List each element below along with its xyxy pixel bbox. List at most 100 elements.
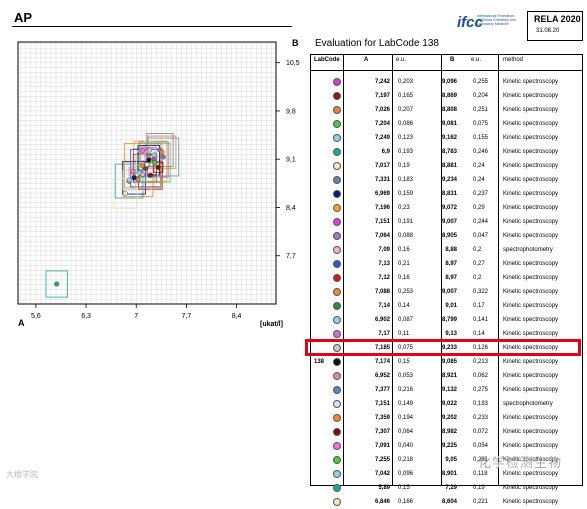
table-row: 6,9 0,193 8,783 0,246 Kinetic spectroscopy	[310, 145, 583, 159]
cell-b: 9,007	[441, 219, 457, 225]
cell-a: 7,307	[374, 429, 390, 435]
cell-method: Kinetic spectroscopy	[503, 359, 559, 365]
cell-a: 5,89	[378, 485, 390, 491]
series-dot-icon	[333, 190, 341, 198]
series-dot-icon	[333, 470, 341, 478]
cell-method: Kinetic spectroscopy	[503, 121, 559, 127]
cell-a-eu: 0,075	[398, 345, 414, 351]
cell-a: 7,359	[374, 415, 390, 421]
cell-b-eu: 0,221	[473, 499, 489, 505]
cell-b: 8,905	[441, 233, 457, 239]
watermark-left: 大橙学院	[6, 470, 38, 479]
cell-b-eu: 0,237	[473, 191, 489, 197]
series-dot-icon	[333, 148, 341, 156]
cell-method: Kinetic spectroscopy	[503, 387, 559, 393]
cell-b-eu: 0,275	[473, 387, 489, 393]
series-dot-icon	[333, 372, 341, 380]
series-dot-icon	[333, 358, 341, 366]
header-a-eu: e.u.	[396, 57, 407, 63]
cell-b-eu: 0,24	[473, 163, 485, 169]
cell-b: 8,982	[441, 429, 457, 435]
cell-a-eu: 0,183	[398, 177, 414, 183]
cell-method: Kinetic spectroscopy	[503, 177, 559, 183]
table-row: 7,17 0,11 9,13 0,14 Kinetic spectroscopy	[310, 327, 583, 341]
series-dot-icon	[333, 232, 341, 240]
header-b-eu: e.u.	[471, 57, 482, 63]
cell-b-eu: 0,204	[473, 93, 489, 99]
cell-b: 9,132	[441, 387, 457, 393]
cell-b-eu: 0,29	[473, 205, 485, 211]
cell-method: Kinetic spectroscopy	[503, 275, 559, 281]
cell-a-eu: 0,086	[398, 121, 414, 127]
y-tick-label: 7,7	[286, 253, 296, 260]
table-row: 7,026 0,207 8,808 0,251 Kinetic spectroscopy	[310, 103, 583, 117]
cell-a: 7,064	[374, 233, 390, 239]
cell-b: 9,234	[441, 177, 457, 183]
cell-b: 8,783	[441, 149, 457, 155]
header-labcode: LabCode	[314, 57, 340, 63]
cell-a: 7,197	[374, 93, 390, 99]
data-point	[159, 149, 165, 155]
x-tick-label: 7,7	[182, 313, 192, 320]
cell-method: Kinetic spectroscopy	[503, 499, 559, 505]
error-box	[153, 161, 164, 173]
cell-b-eu: 0,141	[473, 317, 489, 323]
cell-a-eu: 0,253	[398, 289, 414, 295]
cell-a: 7,13	[378, 261, 390, 267]
cell-method: Kinetic spectroscopy	[503, 443, 559, 449]
series-dot-icon	[333, 106, 341, 114]
cell-b-eu: 0,14	[473, 331, 485, 337]
cell-b-eu: 0,246	[473, 149, 489, 155]
cell-a-eu: 0,193	[398, 149, 414, 155]
table-row: 7,242 0,203 9,096 0,255 Kinetic spectroscopy	[310, 75, 583, 89]
table-row: 7,151 0,149 9,022 0,193 spectrophotometry	[310, 397, 583, 411]
x-tick-label: 7	[134, 313, 138, 320]
cell-a: 7,026	[374, 107, 390, 113]
ifcc-logo-subtext: International Federation of Clinical Che…	[477, 14, 516, 26]
series-dot-icon	[333, 204, 341, 212]
cell-a-eu: 0,191	[398, 219, 414, 225]
data-point	[54, 281, 60, 287]
table-row: 6,952 0,053 8,921 0,062 Kinetic spectroscopy	[310, 369, 583, 383]
cell-b: 8,604	[441, 499, 457, 505]
data-point	[140, 148, 146, 154]
cell-a-eu: 0,096	[398, 471, 414, 477]
cell-method: Kinetic spectroscopy	[503, 373, 559, 379]
page-title: AP	[14, 10, 33, 25]
rela-label: RELA 2020	[534, 14, 581, 24]
watermark-right: 化学检测生物	[478, 455, 563, 470]
table-row: 7,359 0,194 9,202 0,233 Kinetic spectroscopy	[310, 411, 583, 425]
cell-method: Kinetic spectroscopy	[503, 471, 559, 477]
cell-b: 9,022	[441, 401, 457, 407]
table-row: 7,042 0,096 8,901 0,118 Kinetic spectroscopy	[310, 467, 583, 481]
cell-method: Kinetic spectroscopy	[503, 261, 559, 267]
header-method: method	[503, 57, 524, 63]
data-point	[147, 147, 153, 153]
cell-b-eu: 0,281	[473, 457, 489, 463]
cell-b: 8,921	[441, 373, 457, 379]
results-table	[310, 54, 583, 486]
x-tick-label: 6,3	[81, 313, 91, 320]
table-row: 6,846 0,166 8,604 0,221 Kinetic spectroscopy	[310, 495, 583, 509]
data-point	[151, 152, 157, 158]
error-box	[139, 146, 147, 155]
series-dot-icon	[333, 176, 341, 184]
table-row: 7,13 0,21 8,97 0,27 Kinetic spectroscopy	[310, 257, 583, 271]
y-tick-label: 8,4	[286, 205, 296, 212]
cell-a: 7,17	[378, 331, 390, 337]
cell-a: 7,377	[374, 387, 390, 393]
table-row: 7,331 0,183 9,234 0,24 Kinetic spectroscopy	[310, 173, 583, 187]
cell-a: 7,174	[374, 359, 390, 365]
data-point	[160, 154, 166, 160]
cell-b: 9,007	[441, 289, 457, 295]
cell-b-eu: 0,322	[473, 289, 489, 295]
cell-b-eu: 0,24	[473, 177, 485, 183]
cell-a: 7,14	[378, 303, 390, 309]
cell-a-eu: 0,15	[398, 359, 410, 365]
cell-a-eu: 0,123	[398, 135, 414, 141]
series-dot-icon	[333, 498, 341, 506]
cell-method: Kinetic spectroscopy	[503, 149, 559, 155]
cell-b: 8,901	[441, 471, 457, 477]
table-row: 7,14 0,14 9,01 0,17 Kinetic spectroscopy	[310, 299, 583, 313]
cell-a: 7,151	[374, 219, 390, 225]
